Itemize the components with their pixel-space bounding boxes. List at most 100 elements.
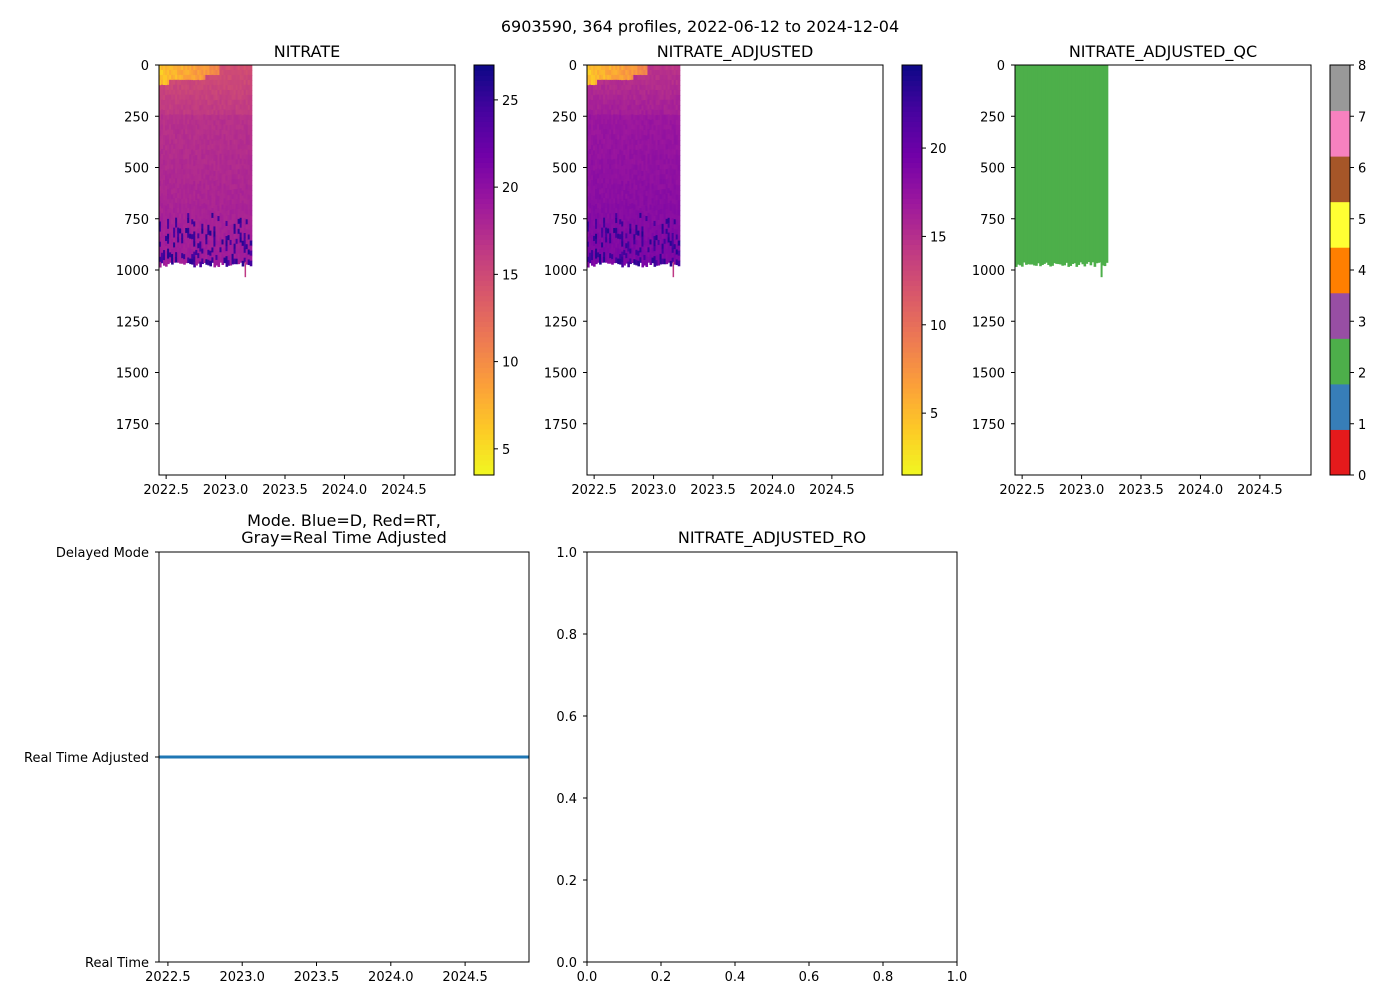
heatmap-cell xyxy=(657,229,661,236)
heatmap-cell xyxy=(645,140,649,147)
heatmap-cell xyxy=(613,144,616,150)
heatmap-cell xyxy=(609,193,612,200)
heatmap-cell xyxy=(673,159,677,166)
heatmap-cell xyxy=(193,135,196,142)
heatmap-cell xyxy=(645,170,649,177)
heatmap-cell xyxy=(669,120,673,126)
heatmap-cell xyxy=(621,70,624,76)
heatmap-cell xyxy=(609,164,612,170)
heatmap-cell xyxy=(217,80,221,86)
heatmap-cell xyxy=(191,249,194,255)
heatmap-cell xyxy=(625,198,628,205)
heatmap-cell xyxy=(205,239,208,245)
heatmap-cell xyxy=(175,79,178,86)
heatmap-cell xyxy=(629,119,632,126)
colorbar-swatch xyxy=(474,305,494,312)
heatmap-cell xyxy=(239,163,243,170)
heatmap-cell xyxy=(665,189,669,195)
heatmap-cell xyxy=(639,232,643,239)
heatmap-cell xyxy=(607,203,610,210)
heatmap-cell xyxy=(597,114,600,120)
x-tick-label: 2022.5 xyxy=(571,483,617,498)
heatmap-cell xyxy=(655,215,659,221)
heatmap-cell xyxy=(245,214,249,220)
heatmap-cell xyxy=(249,140,253,146)
colorbar-swatch xyxy=(474,90,494,97)
heatmap-cell xyxy=(655,200,659,206)
heatmap-cell xyxy=(217,221,221,227)
heatmap-cell xyxy=(639,119,643,125)
heatmap-cell xyxy=(611,65,614,71)
heatmap-cell xyxy=(613,134,616,140)
heatmap-cell xyxy=(199,70,202,76)
heatmap-cell xyxy=(677,195,681,202)
heatmap-cell xyxy=(647,89,651,96)
heatmap-cell xyxy=(181,178,184,185)
heatmap-cell xyxy=(213,105,217,111)
heatmap-cell xyxy=(243,149,247,155)
heatmap-cell xyxy=(183,239,186,245)
x-tick-label: 2024.0 xyxy=(322,483,368,498)
heatmap-cell xyxy=(177,198,180,204)
heatmap-cell xyxy=(667,252,671,258)
heatmap-cell xyxy=(189,218,192,225)
heatmap-cell xyxy=(217,190,221,197)
heatmap-cell xyxy=(177,114,180,120)
heatmap-cell xyxy=(171,164,174,171)
heatmap-cell xyxy=(627,251,630,258)
heatmap-cell xyxy=(195,239,198,246)
heatmap-cell xyxy=(167,253,170,260)
heatmap-cell xyxy=(597,207,600,214)
heatmap-cell xyxy=(651,114,655,120)
heatmap-cell xyxy=(605,124,608,130)
heatmap-cell xyxy=(589,252,592,259)
heatmap-cell xyxy=(627,115,630,122)
heatmap-cell xyxy=(189,194,192,200)
heatmap-cell xyxy=(223,144,227,150)
heatmap-cell xyxy=(173,247,176,253)
heatmap-cell xyxy=(1047,65,1050,265)
heatmap-cell xyxy=(243,153,247,160)
heatmap-cell xyxy=(643,244,647,251)
colorbar-swatch xyxy=(902,367,922,374)
heatmap-cell xyxy=(165,185,168,192)
heatmap-cell xyxy=(185,223,188,229)
colorbar-swatch xyxy=(902,198,922,204)
heatmap-cell xyxy=(645,95,649,101)
colorbar-frame xyxy=(473,64,495,476)
heatmap-cell xyxy=(653,100,657,106)
heatmap-cell xyxy=(673,249,677,255)
heatmap-cell xyxy=(587,176,590,182)
heatmap-cell xyxy=(177,183,180,189)
heatmap-cell xyxy=(231,204,235,210)
heatmap-cell xyxy=(639,242,643,249)
heatmap-cell xyxy=(211,74,215,81)
heatmap-cell xyxy=(165,235,168,242)
heatmap-cell xyxy=(207,194,210,201)
heatmap-cell xyxy=(177,99,180,106)
heatmap-cell xyxy=(663,159,667,165)
colorbar-swatch xyxy=(474,259,494,266)
heatmap-cell xyxy=(165,245,168,252)
heatmap-cell xyxy=(231,179,235,185)
y-tick-label: Real Time xyxy=(85,956,149,971)
heatmap-cell xyxy=(599,254,602,260)
heatmap-cell xyxy=(605,153,608,160)
heatmap-cell xyxy=(191,159,194,166)
heatmap-cell xyxy=(633,79,636,86)
heatmap-cell xyxy=(675,65,679,71)
heatmap-cell xyxy=(199,211,202,217)
heatmap-cell xyxy=(625,183,628,190)
heatmap-cell xyxy=(665,203,669,210)
heatmap-cell xyxy=(225,90,229,96)
heatmap-cell xyxy=(207,84,210,91)
heatmap-cell xyxy=(669,165,673,172)
heatmap-cell xyxy=(597,198,600,204)
heatmap-cell xyxy=(599,174,602,181)
heatmap-cell xyxy=(589,69,592,76)
heatmap-cell xyxy=(203,69,206,76)
heatmap-cell xyxy=(611,184,614,191)
heatmap-cell xyxy=(183,94,186,101)
heatmap-cell xyxy=(661,164,665,170)
